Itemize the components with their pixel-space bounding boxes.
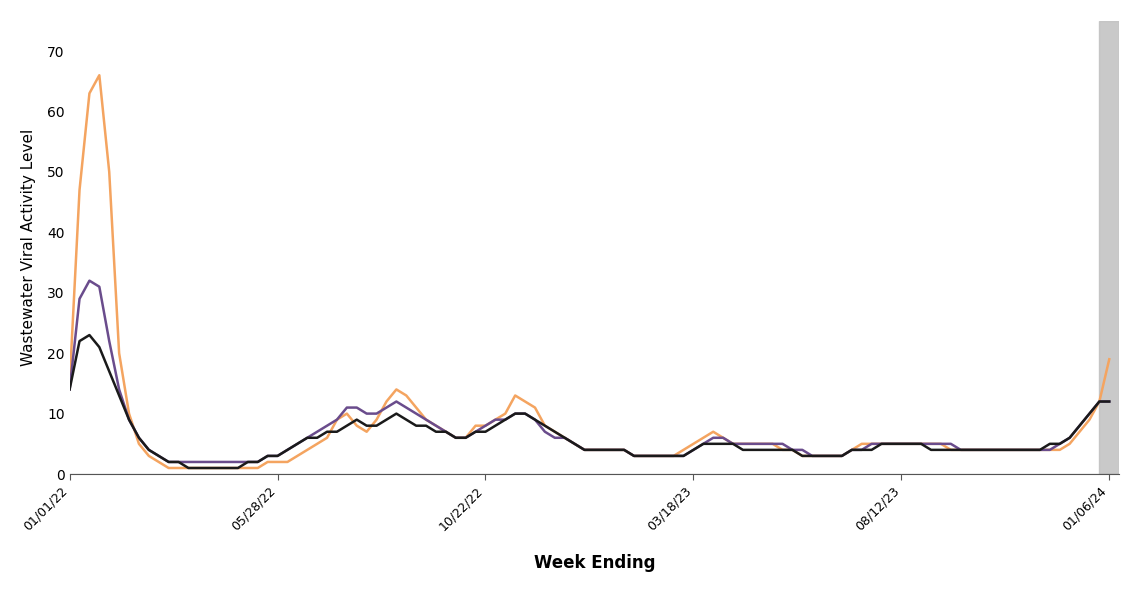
X-axis label: Week Ending: Week Ending — [534, 554, 655, 572]
Bar — [1099, 21, 1119, 474]
Y-axis label: Wastewater Viral Activity Level: Wastewater Viral Activity Level — [21, 129, 36, 366]
